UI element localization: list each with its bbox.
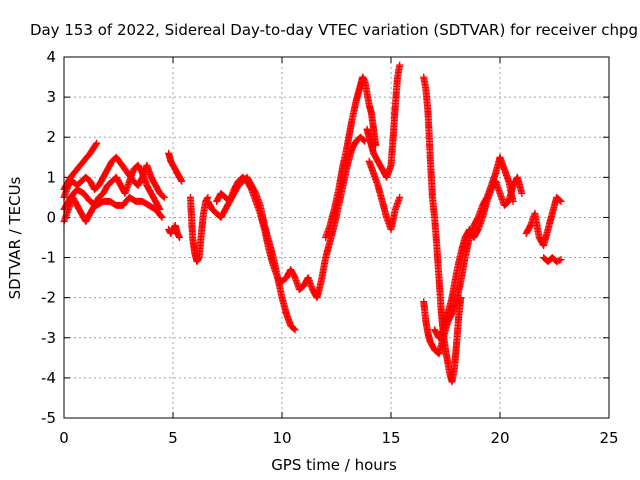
- y-tick-label: 0: [46, 208, 56, 226]
- series-s9: [213, 133, 369, 302]
- y-tick-label: 1: [46, 168, 56, 186]
- x-tick-label: 10: [272, 429, 291, 447]
- y-tick-label: -3: [41, 329, 56, 347]
- series-s10: [322, 73, 380, 241]
- y-tick-label: -4: [41, 369, 56, 387]
- y-tick-label: -1: [41, 249, 56, 267]
- x-tick-label: 15: [381, 429, 400, 447]
- y-tick-label: -2: [41, 289, 56, 307]
- series-s16: [522, 193, 565, 249]
- series-s17: [540, 254, 565, 266]
- series-s15: [431, 173, 526, 342]
- y-axis-label: SDTVAR / TECUs: [6, 176, 24, 299]
- chart-title: Day 153 of 2022, Sidereal Day-to-day VTE…: [30, 21, 638, 39]
- x-tick-label: 20: [490, 429, 509, 447]
- series-s12: [365, 157, 404, 233]
- x-axis-label: GPS time / hours: [271, 456, 397, 474]
- grid: [64, 57, 609, 418]
- series-s14: [420, 153, 517, 358]
- series-s11: [363, 61, 404, 181]
- x-tick-label: 5: [168, 429, 178, 447]
- x-tick-label: 25: [599, 429, 618, 447]
- series-s7: [186, 193, 212, 266]
- y-tick-label: -5: [41, 409, 56, 427]
- series-s6: [165, 222, 183, 241]
- y-tick-label: 4: [46, 48, 56, 66]
- y-tick-label: 2: [46, 128, 56, 146]
- plot-frame: [63, 56, 610, 419]
- series-s5: [165, 149, 186, 185]
- data-points: [60, 61, 565, 386]
- x-tick-label: 0: [59, 429, 69, 447]
- y-tick-label: 3: [46, 88, 56, 106]
